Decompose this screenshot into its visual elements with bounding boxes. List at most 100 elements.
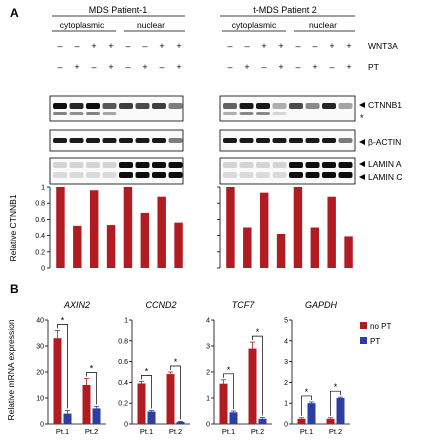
pt-sign: – <box>125 62 130 72</box>
lamin-blot-1 <box>49 157 184 185</box>
wnt3a-sign: + <box>108 41 113 51</box>
gene-title: TCF7 <box>232 300 255 310</box>
blot-band <box>239 103 254 109</box>
category-label: Pt.2 <box>169 427 182 436</box>
blot-band <box>272 112 287 115</box>
y-tick-label: 1 <box>41 185 45 192</box>
blot-band <box>322 138 336 143</box>
y-tick-label: 0.8 <box>118 338 128 345</box>
pt-sign: + <box>108 62 113 72</box>
significance-star: * <box>334 382 338 392</box>
actin-blot-2 <box>219 129 356 152</box>
blot-band <box>223 112 237 115</box>
patient-2-nuc-label: nuclear <box>309 20 337 30</box>
mrna-bar <box>258 418 267 424</box>
blot-band <box>135 103 150 109</box>
ctnnb1-label: CTNNB1 <box>368 100 402 110</box>
pt-sign: + <box>244 62 249 72</box>
blot-band <box>135 138 150 143</box>
mrna-bar <box>166 374 175 424</box>
blot-band <box>53 138 67 143</box>
significance-bracket <box>57 324 68 409</box>
ctnnb1-bar <box>259 192 269 268</box>
ctnnb1-bar <box>174 222 183 268</box>
blot-band <box>168 138 183 143</box>
blot-band <box>168 172 183 178</box>
y-tick-label: 0.2 <box>35 249 45 256</box>
blot-band <box>102 103 117 109</box>
lamin-c-arrow-icon <box>359 174 365 180</box>
significance-bracket <box>301 395 312 416</box>
blot-band <box>86 112 100 115</box>
gene-title: CCND2 <box>145 300 176 310</box>
blot-band <box>102 138 117 143</box>
y-tick-label: 0.8 <box>35 201 45 208</box>
y-tick-label: 1 <box>284 401 288 408</box>
significance-bracket <box>170 365 181 420</box>
y-tick-label: 0 <box>41 266 45 273</box>
blot-band <box>322 103 336 109</box>
blot-band <box>119 103 133 109</box>
pt-sign: + <box>312 62 317 72</box>
legend-swatch-pt <box>360 337 367 344</box>
category-label: Pt.1 <box>56 427 69 436</box>
ctnnb1-bar <box>293 187 303 268</box>
blot-band <box>168 103 183 109</box>
y-tick-label: 0 <box>284 422 288 429</box>
wnt3a-row-label: WNT3A <box>368 41 398 51</box>
gene-title: AXIN2 <box>63 300 90 310</box>
significance-star: * <box>145 366 149 376</box>
significance-bracket <box>330 390 341 416</box>
mrna-bar <box>336 398 345 424</box>
y-tick-label: 0.4 <box>35 233 45 240</box>
ctnnb1-bar <box>89 190 99 268</box>
mrna-bar <box>307 403 316 424</box>
ctnnb1-bar <box>243 227 252 268</box>
wnt3a-sign: + <box>278 41 283 51</box>
blot-band <box>53 112 67 115</box>
wnt3a-sign: – <box>57 41 62 51</box>
category-label: Pt.2 <box>85 427 98 436</box>
y-tick-label: 0 <box>40 422 44 429</box>
ctnnb1-bar <box>157 196 166 268</box>
legend-swatch-no-pt <box>360 322 367 329</box>
ctnnb1-bar <box>123 187 133 268</box>
mrna-bar <box>147 411 156 424</box>
blot-band <box>289 172 303 178</box>
mrna-bar <box>92 408 101 424</box>
blot-band <box>338 138 353 143</box>
significance-star: * <box>227 365 231 375</box>
ctnnb1-bar <box>140 212 150 268</box>
ctnnb1-bar <box>276 233 286 268</box>
lamin-a-label: LAMIN A <box>368 159 402 169</box>
patient-1-nuc-label: nuclear <box>137 20 165 30</box>
blot-band <box>289 138 303 143</box>
actin-arrow-icon <box>359 139 365 145</box>
blot-band <box>239 112 254 115</box>
ctnnb1-bar <box>226 187 235 268</box>
ctnnb1-bar <box>73 225 82 268</box>
blot-band <box>305 103 320 109</box>
blot-band <box>272 103 287 109</box>
blot-band <box>338 103 353 109</box>
pt-sign: – <box>91 62 96 72</box>
blot-band <box>322 162 336 168</box>
blot-band <box>152 103 166 109</box>
y-tick-label: 0.4 <box>118 380 128 387</box>
blot-band <box>338 162 353 168</box>
blot-band <box>69 103 84 109</box>
patient-2-title: t-MDS Patient 2 <box>253 5 317 15</box>
patient-1-cyto-label: cytoplasmic <box>60 20 105 30</box>
significance-star: * <box>256 327 260 337</box>
pt-sign: – <box>329 62 334 72</box>
y-tick-label: 1 <box>124 318 128 325</box>
significance-star: * <box>305 387 309 397</box>
pt-sign: – <box>261 62 266 72</box>
pt-sign: + <box>346 62 351 72</box>
blot-band <box>289 162 303 168</box>
nonspecific-band-star: * <box>360 113 364 123</box>
panel-b-label: B <box>10 282 19 296</box>
y-tick-label: 4 <box>206 318 210 325</box>
wnt3a-sign: + <box>329 41 334 51</box>
